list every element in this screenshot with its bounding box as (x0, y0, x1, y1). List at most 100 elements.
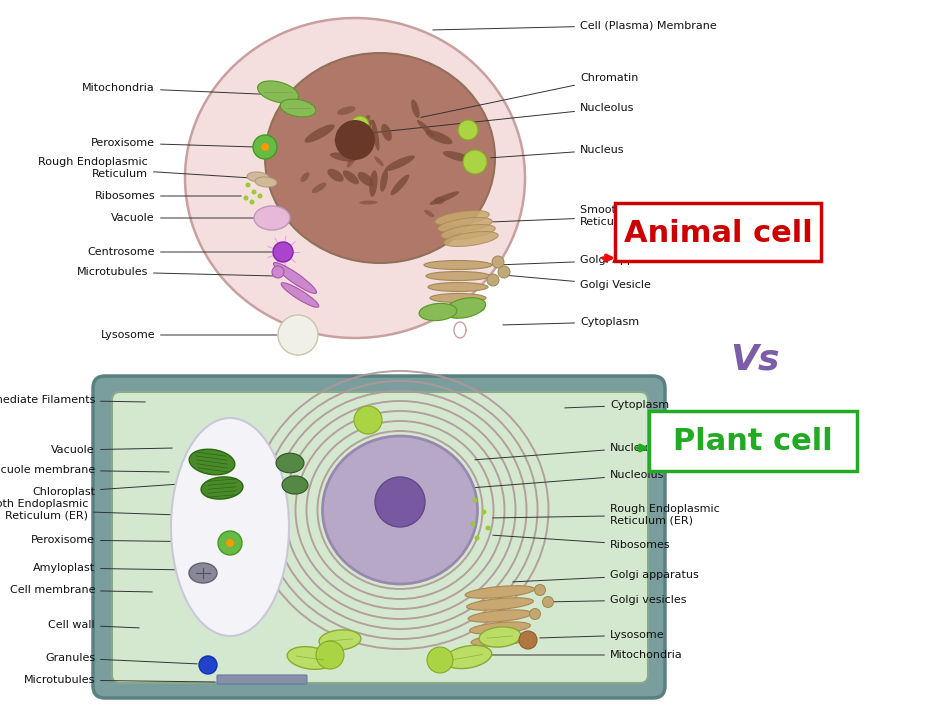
Ellipse shape (255, 177, 277, 187)
Text: Cell membrane: Cell membrane (9, 585, 152, 595)
Text: Cytoplasm: Cytoplasm (564, 400, 670, 410)
Ellipse shape (305, 124, 334, 143)
Ellipse shape (471, 634, 528, 646)
Text: Microtubules: Microtubules (77, 267, 274, 277)
Text: Granules: Granules (45, 653, 197, 664)
Text: Rough Endoplasmic
Reticulum: Rough Endoplasmic Reticulum (38, 157, 249, 179)
Circle shape (249, 199, 255, 204)
Circle shape (316, 641, 344, 669)
Ellipse shape (417, 120, 435, 136)
Ellipse shape (171, 418, 289, 636)
Text: Nucleus: Nucleus (491, 145, 624, 158)
Circle shape (218, 531, 242, 555)
Ellipse shape (337, 106, 356, 115)
Ellipse shape (424, 210, 435, 217)
Circle shape (492, 256, 504, 268)
Circle shape (245, 182, 251, 187)
Ellipse shape (380, 169, 388, 192)
Text: Vs: Vs (730, 343, 779, 377)
Circle shape (463, 150, 487, 174)
Text: Golgi vesicles: Golgi vesicles (545, 595, 687, 605)
Ellipse shape (282, 476, 308, 494)
Circle shape (471, 522, 475, 527)
Ellipse shape (411, 100, 420, 118)
Text: Mitochondria: Mitochondria (82, 83, 279, 95)
Ellipse shape (426, 271, 490, 281)
Ellipse shape (274, 262, 316, 293)
Ellipse shape (189, 449, 235, 475)
Circle shape (481, 510, 487, 515)
Text: Intermediate Filaments: Intermediate Filaments (0, 395, 145, 405)
Ellipse shape (432, 305, 484, 313)
Ellipse shape (382, 124, 392, 141)
Circle shape (354, 406, 382, 434)
Circle shape (278, 315, 318, 355)
Ellipse shape (369, 170, 378, 197)
Circle shape (258, 194, 262, 199)
FancyBboxPatch shape (217, 675, 307, 684)
Text: Golgi Apparatus: Golgi Apparatus (499, 255, 670, 265)
Ellipse shape (312, 182, 327, 193)
Text: Plant cell: Plant cell (673, 428, 832, 457)
Text: Vacuole: Vacuole (51, 445, 172, 455)
Ellipse shape (351, 119, 373, 145)
Ellipse shape (359, 201, 378, 204)
Ellipse shape (287, 647, 332, 670)
Text: Animal cell: Animal cell (624, 218, 813, 247)
Ellipse shape (465, 585, 535, 598)
Ellipse shape (254, 206, 290, 230)
Ellipse shape (479, 627, 521, 647)
FancyBboxPatch shape (112, 392, 648, 683)
Ellipse shape (201, 477, 243, 499)
FancyBboxPatch shape (93, 376, 665, 698)
Ellipse shape (247, 172, 269, 182)
Text: Centrosome: Centrosome (87, 247, 272, 257)
Text: Microtubules: Microtubules (24, 675, 215, 685)
Circle shape (375, 477, 425, 527)
Text: Nucleolus: Nucleolus (373, 103, 634, 133)
Circle shape (486, 525, 491, 530)
Circle shape (487, 274, 499, 286)
Text: Peroxisome: Peroxisome (91, 138, 253, 148)
Ellipse shape (358, 172, 373, 186)
Circle shape (498, 266, 510, 278)
Text: Ribosomes: Ribosomes (492, 535, 670, 550)
Circle shape (473, 498, 477, 503)
Text: Lysosome: Lysosome (100, 330, 277, 340)
Ellipse shape (334, 139, 346, 152)
Ellipse shape (374, 156, 384, 166)
Ellipse shape (276, 453, 304, 473)
Text: Amyloplast: Amyloplast (33, 563, 189, 573)
Text: Cell wall: Cell wall (48, 620, 139, 630)
Ellipse shape (444, 231, 498, 247)
Ellipse shape (390, 175, 409, 195)
Ellipse shape (425, 130, 453, 144)
Ellipse shape (468, 610, 532, 622)
Ellipse shape (444, 298, 486, 318)
Circle shape (534, 585, 545, 595)
Circle shape (252, 189, 257, 194)
Ellipse shape (470, 622, 530, 634)
Text: Peroxisome: Peroxisome (31, 535, 217, 545)
Circle shape (335, 120, 375, 160)
Text: Chloroplast: Chloroplast (32, 483, 192, 497)
Ellipse shape (328, 169, 344, 182)
Ellipse shape (330, 153, 356, 162)
FancyBboxPatch shape (649, 411, 857, 471)
Circle shape (272, 266, 284, 278)
Circle shape (474, 535, 479, 540)
Ellipse shape (300, 173, 310, 182)
Text: Smooth Endoplasmic
Reticulum (ER): Smooth Endoplasmic Reticulum (ER) (0, 499, 177, 521)
Text: Vacuole: Vacuole (112, 213, 256, 223)
Ellipse shape (435, 197, 444, 204)
Ellipse shape (189, 563, 217, 583)
Ellipse shape (435, 211, 490, 226)
Circle shape (273, 242, 293, 262)
Ellipse shape (443, 151, 473, 162)
Text: Golgi Vesicle: Golgi Vesicle (506, 275, 651, 290)
Ellipse shape (384, 156, 415, 171)
Ellipse shape (280, 99, 315, 117)
Text: Nucleus: Nucleus (474, 443, 654, 460)
Ellipse shape (444, 645, 491, 669)
Circle shape (458, 120, 478, 140)
